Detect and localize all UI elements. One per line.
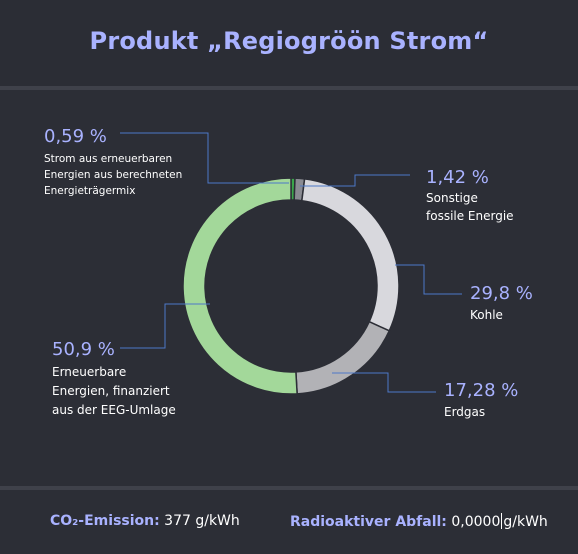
value-label-eeg: 50,9 % [52,339,115,360]
co2-emission: CO₂-Emission: 377 g/kWh [50,513,240,529]
divider-top [0,86,578,90]
chart-area: 0,59 % Strom aus erneuerbaren Energien a… [0,90,578,486]
co2-label: CO₂-Emission: [50,513,160,529]
waste-unit: g/kWh [503,514,548,530]
donut-chart: 0,59 % Strom aus erneuerbaren Energien a… [44,126,533,419]
co2-value: 377 g/kWh [164,513,240,529]
radioactive-waste: Radioaktiver Abfall: 0,0000 g/kWh [290,513,548,530]
desc-other-fossil-line2: fossile Energie [426,209,514,223]
waste-label: Radioaktiver Abfall: [290,514,447,530]
desc-eeg-line2: Energien, finanziert [52,384,170,398]
slice-gas [295,320,391,395]
leader-renewable-mix [120,132,289,184]
leader-coal [395,264,462,295]
desc-gas: Erdgas [444,405,485,419]
value-label-renewable-mix: 0,59 % [44,126,107,147]
desc-renewable-mix-line1: Strom aus erneuerbaren [44,153,172,165]
desc-other-fossil-line1: Sonstige [426,191,478,205]
desc-coal: Kohle [470,308,503,322]
leader-other-fossil [300,174,410,187]
desc-renewable-mix-line2: Energien aus berechneten [44,169,182,181]
value-label-gas: 17,28 % [444,380,518,401]
slice-eeg [182,177,298,395]
leader-eeg [120,303,210,349]
leader-gas [332,372,436,393]
header: Produkt „Regiogröön Strom“ [0,0,578,86]
value-label-other-fossil: 1,42 % [426,167,489,188]
desc-eeg-line1: Erneuerbare [52,365,126,379]
slice-coal [300,178,400,332]
waste-value: 0,0000 [451,514,501,530]
page-title: Produkt „Regiogröön Strom“ [89,27,489,55]
text-caret [501,513,503,529]
value-label-coal: 29,8 % [470,283,533,304]
desc-eeg-line3: aus der EEG-Umlage [52,403,176,417]
footer: CO₂-Emission: 377 g/kWh Radioaktiver Abf… [0,490,578,554]
desc-renewable-mix-line3: Energieträgermix [44,185,135,197]
divider-bottom [0,486,578,490]
